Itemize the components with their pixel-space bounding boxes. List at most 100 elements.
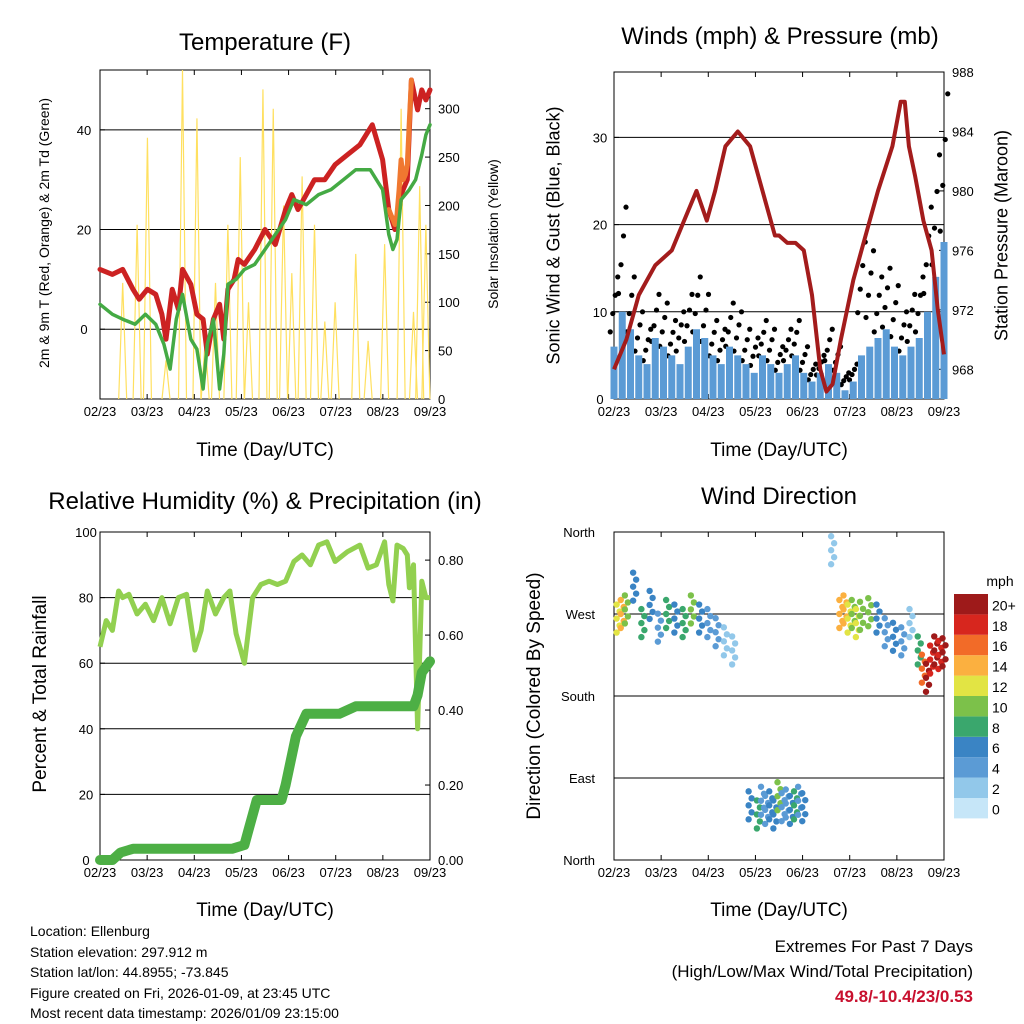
direction-point xyxy=(617,610,624,618)
temperature-ytick-right-label: 100 xyxy=(438,295,460,310)
gust-point xyxy=(895,283,901,289)
direction-point xyxy=(906,619,913,627)
colorbar-swatch xyxy=(954,736,988,758)
info-recent: Most recent data timestamp: 2026/01/09 2… xyxy=(30,1005,339,1021)
direction-point xyxy=(748,795,755,802)
winds-ytick-label: 0 xyxy=(596,392,603,407)
solar-insolation-spike xyxy=(287,273,297,400)
gust-point xyxy=(763,317,769,324)
humidity-ytick-right-label: 0.00 xyxy=(438,853,463,868)
gust-point xyxy=(841,378,847,384)
direction-point xyxy=(657,617,665,624)
direction-point xyxy=(654,624,662,631)
direction-title: Wind Direction xyxy=(700,483,858,510)
gust-point xyxy=(733,335,740,341)
gust-point xyxy=(909,307,915,313)
gust-point xyxy=(705,291,712,297)
direction-point xyxy=(939,663,946,670)
direction-point xyxy=(844,615,851,622)
direction-point xyxy=(770,811,777,818)
direction-point xyxy=(679,633,686,641)
direction-point xyxy=(766,802,773,809)
gust-point xyxy=(901,322,907,328)
direction-point xyxy=(799,789,806,797)
direction-point xyxy=(712,629,719,636)
solar-insolation-spike xyxy=(309,224,320,400)
gust-point xyxy=(670,329,676,335)
solar-insolation-spike xyxy=(415,186,425,400)
humidity-ytick-label: 100 xyxy=(75,525,97,540)
colorbar-swatch xyxy=(954,716,988,737)
direction-point xyxy=(707,612,714,620)
humidity-ytick-right-label: 0.40 xyxy=(438,703,463,718)
solar-insolation-spike xyxy=(161,360,171,400)
winds-ytick-label: 10 xyxy=(593,305,607,320)
direction-point xyxy=(892,626,900,633)
direction-point xyxy=(778,789,785,797)
temperature-xtick-label: 05/23 xyxy=(225,404,258,419)
gust-point xyxy=(755,335,761,341)
direction-point xyxy=(844,601,851,608)
direction-point xyxy=(646,587,653,595)
direction-xtick-label: 03/23 xyxy=(645,865,678,880)
direction-point xyxy=(939,635,946,642)
solar-insolation-spike xyxy=(177,69,188,400)
direction-ytick-label: North xyxy=(563,853,595,868)
direction-point xyxy=(898,638,905,645)
winds-xtick-label: 02/23 xyxy=(598,404,631,419)
gust-point xyxy=(822,358,828,364)
direction-ytick-label: West xyxy=(566,607,596,622)
direction-point xyxy=(621,620,629,627)
direction-point xyxy=(942,642,949,649)
solar-insolation-spike xyxy=(351,253,361,400)
temperature-ytick-right-label: 250 xyxy=(438,150,460,165)
direction-point xyxy=(830,554,838,561)
colorbar-swatch xyxy=(954,757,988,778)
direction-point xyxy=(632,590,640,597)
winds-ytick-label: 20 xyxy=(593,218,607,233)
direction-point xyxy=(884,636,891,643)
gust-point xyxy=(692,310,698,317)
gust-point xyxy=(937,228,943,234)
solar-insolation-spike xyxy=(243,302,254,400)
direction-point xyxy=(892,640,900,647)
direction-point xyxy=(848,624,855,632)
direction-point xyxy=(926,656,934,663)
direction-point xyxy=(914,633,921,640)
gust-point xyxy=(808,371,814,378)
direction-point xyxy=(629,583,637,590)
gust-point xyxy=(728,314,734,321)
winds-ytick-right-label: 976 xyxy=(952,243,974,258)
direction-point xyxy=(830,540,838,547)
direction-point xyxy=(773,818,780,825)
direction-point xyxy=(704,619,711,627)
gust-point xyxy=(631,274,637,280)
gust-point xyxy=(678,322,684,328)
gust-point xyxy=(623,204,629,210)
direction-point xyxy=(654,638,662,645)
direction-point xyxy=(852,633,860,641)
direction-point xyxy=(778,803,785,811)
panel-humidity: 02/23 03/23 04/23 05/23 06/23 07/23 08/23 09/23… xyxy=(75,525,463,880)
direction-point xyxy=(624,599,632,606)
temperature-xtick-label: 08/23 xyxy=(367,404,400,419)
direction-point xyxy=(679,619,686,627)
humidity-ytick-right-label: 0.80 xyxy=(438,553,463,568)
colorbar-swatch xyxy=(954,777,988,798)
direction-point xyxy=(690,613,698,620)
direction-point xyxy=(852,619,860,627)
temperature-xtick-label: 09/23 xyxy=(414,404,447,419)
direction-point xyxy=(848,596,855,604)
series-2m-td xyxy=(98,123,432,391)
solar-insolation-spike xyxy=(330,302,340,400)
gust-point xyxy=(607,329,613,335)
direction-point xyxy=(836,596,843,604)
gust-point xyxy=(629,292,635,298)
direction-point xyxy=(865,608,872,616)
gust-point xyxy=(714,317,720,324)
gust-point xyxy=(903,309,910,315)
direction-ytick-label: East xyxy=(569,771,595,786)
humidity-xtick-label: 08/23 xyxy=(367,865,400,880)
temperature-ytick-label: 20 xyxy=(77,223,91,238)
direction-point xyxy=(638,605,645,613)
